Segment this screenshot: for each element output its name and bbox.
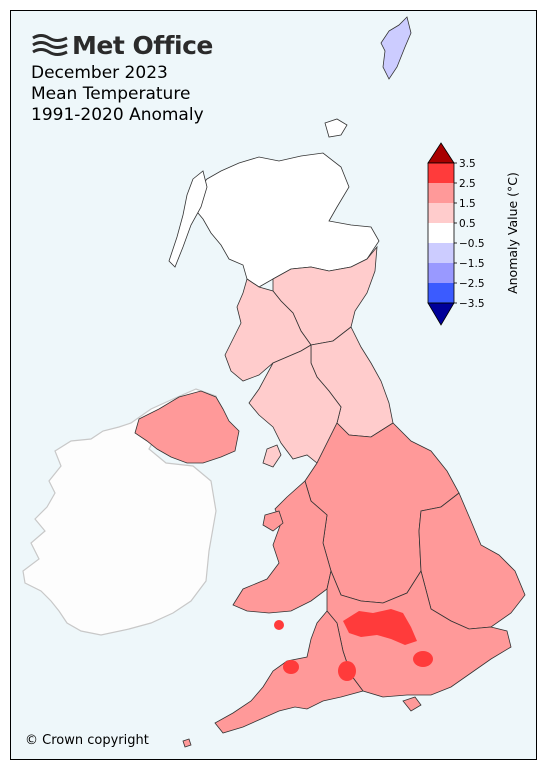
shetland-islands xyxy=(380,16,412,80)
colorbar-top-arrow xyxy=(427,142,455,164)
title-line-baseline: 1991-2020 Anomaly xyxy=(31,105,204,125)
colorbar-tick-label: 1.5 xyxy=(459,198,476,210)
colorbar-band-0-5-1-5 xyxy=(428,203,454,223)
met-office-logo: Met Office xyxy=(32,31,213,60)
colorbar-legend: 3.5 2.5 1.5 0.5 −0.5 −1.5 −2.5 −3.5 Anom… xyxy=(427,142,520,326)
isle-of-man xyxy=(262,444,282,468)
colorbar-ticks xyxy=(454,162,457,304)
warm-patch-devon xyxy=(283,660,299,674)
colorbar-bottom-arrow xyxy=(427,302,455,326)
warm-patch-west-london xyxy=(413,651,433,667)
east-anglia-region xyxy=(418,492,526,630)
colorbar-tick-label: 0.5 xyxy=(459,218,476,230)
isle-of-wight xyxy=(402,696,422,712)
colorbar-tick-label: −3.5 xyxy=(459,298,485,310)
warm-patch-dorset xyxy=(338,661,356,681)
title-line-variable: Mean Temperature xyxy=(31,84,191,104)
warm-patch-wales xyxy=(274,620,284,630)
colorbar-tick-label: 3.5 xyxy=(459,158,476,170)
anomaly-map xyxy=(22,16,526,748)
colorbar-band-minus-3-5-minus-2-5 xyxy=(428,283,454,303)
map-title: December 2023 Mean Temperature 1991-2020… xyxy=(31,63,204,126)
scilly-isles xyxy=(182,738,192,748)
orkney-islands xyxy=(324,118,348,138)
colorbar-band-minus-2-5-minus-1-5 xyxy=(428,263,454,283)
colorbar-band-minus-1-5-minus-0-5 xyxy=(428,243,454,263)
colorbar-band-2-5-3-5 xyxy=(428,163,454,183)
colorbar-band-1-5-2-5 xyxy=(428,183,454,203)
northern-ireland-region xyxy=(134,390,240,464)
warm-patch-south xyxy=(343,609,417,645)
met-office-waves-icon xyxy=(32,33,68,56)
colorbar-band-neutral xyxy=(428,223,454,243)
colorbar-axis-label: Anomaly Value (°C) xyxy=(505,172,520,294)
logo-text: Met Office xyxy=(72,31,213,60)
title-line-month: December 2023 xyxy=(31,63,168,83)
anglesey xyxy=(262,510,284,532)
colorbar-tick-label: −2.5 xyxy=(459,278,485,290)
map-frame: Met Office December 2023 Mean Temperatur… xyxy=(10,10,537,760)
copyright-notice: © Crown copyright xyxy=(25,733,149,748)
outer-hebrides xyxy=(168,170,208,268)
colorbar-outline xyxy=(427,162,455,304)
colorbar-tick-label: −1.5 xyxy=(459,258,485,270)
colorbar-tick-label: −0.5 xyxy=(459,238,485,250)
colorbar-tick-label: 2.5 xyxy=(459,178,476,190)
